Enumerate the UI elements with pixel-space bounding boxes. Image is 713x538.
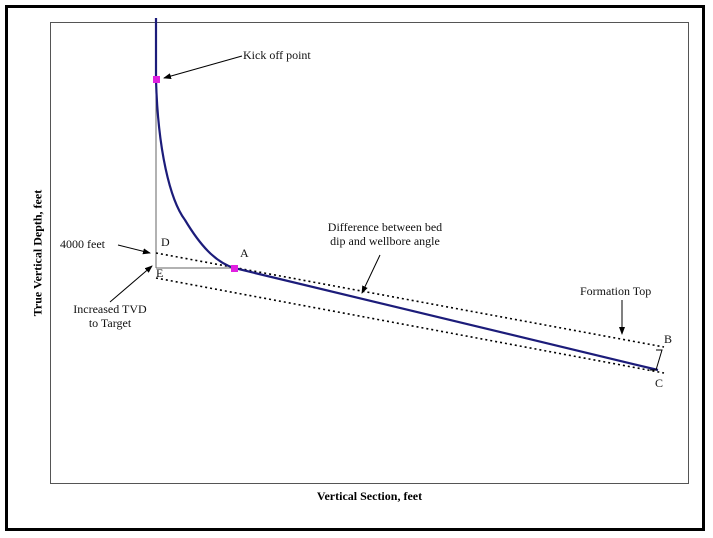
point-a-label: A — [240, 246, 249, 260]
difference-label-line2: dip and wellbore angle — [330, 234, 440, 248]
difference-arrow — [361, 254, 381, 294]
depth-label: 4000 feet — [60, 237, 105, 251]
increased-tvd-label: Increased TVD to Target — [58, 302, 162, 330]
increased-tvd-line1: Increased TVD — [73, 302, 147, 316]
formation-target-line — [155, 277, 665, 374]
figure-frame — [5, 5, 705, 531]
point-b-label: B — [664, 332, 673, 346]
increased-tvd-line2: to Target — [88, 316, 132, 330]
x-axis-label: Vertical Section, feet — [316, 489, 423, 503]
point-d-label: D — [161, 235, 170, 249]
kickoff-arrow — [163, 55, 243, 79]
bc-bracket — [650, 349, 663, 371]
point-e-label: E — [156, 266, 164, 280]
point-c-label: C — [655, 376, 664, 390]
point-a-marker — [231, 265, 238, 272]
plot-area — [50, 22, 689, 484]
depth-arrow — [117, 244, 151, 255]
formation-top-label: Formation Top — [580, 284, 652, 298]
increased-tvd-arrow — [109, 265, 153, 303]
difference-label: Difference between bed dip and wellbore … — [300, 220, 470, 248]
y-axis-label: True Vertical Depth, feet — [30, 189, 45, 317]
difference-label-line1: Difference between bed — [327, 220, 443, 234]
kickoff-marker — [153, 76, 160, 83]
kickoff-label: Kick off point — [243, 48, 311, 62]
wellbore-path — [154, 18, 659, 372]
